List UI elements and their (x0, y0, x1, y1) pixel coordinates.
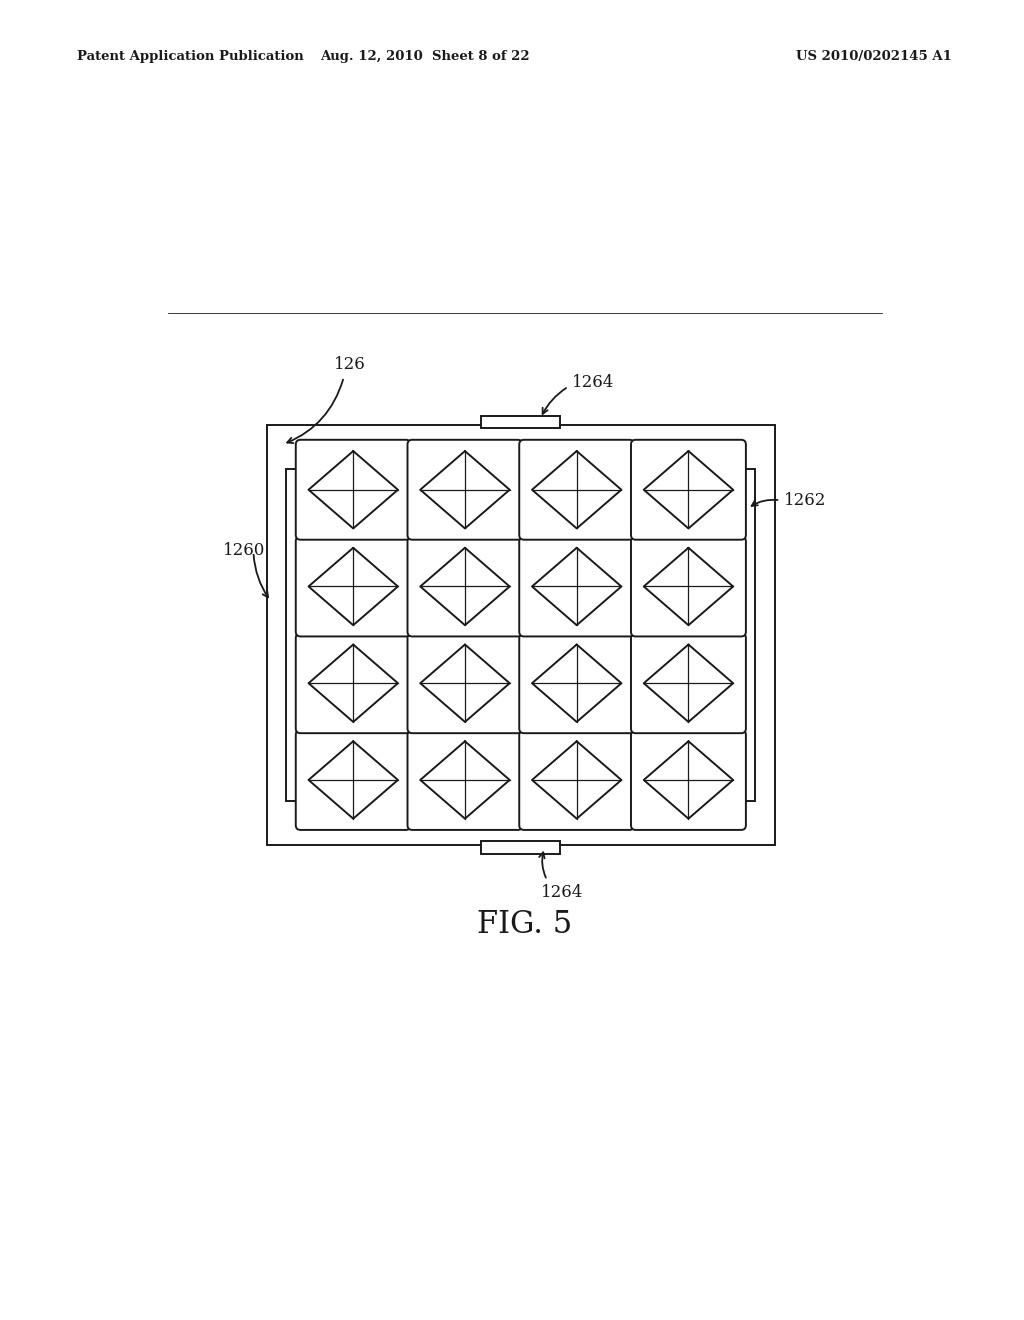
Bar (481, 416, 560, 428)
FancyBboxPatch shape (408, 440, 522, 540)
Text: 1262: 1262 (784, 492, 826, 508)
Bar (267, 425, 775, 845)
Text: Aug. 12, 2010  Sheet 8 of 22: Aug. 12, 2010 Sheet 8 of 22 (321, 50, 529, 63)
FancyBboxPatch shape (296, 536, 411, 636)
FancyBboxPatch shape (408, 536, 522, 636)
Text: Patent Application Publication: Patent Application Publication (77, 50, 303, 63)
Bar (481, 841, 560, 854)
FancyBboxPatch shape (631, 730, 745, 830)
Bar (744, 469, 756, 801)
Text: 126: 126 (334, 356, 367, 374)
FancyBboxPatch shape (519, 634, 634, 733)
FancyBboxPatch shape (296, 634, 411, 733)
FancyBboxPatch shape (631, 440, 745, 540)
FancyBboxPatch shape (408, 730, 522, 830)
FancyBboxPatch shape (296, 440, 411, 540)
FancyBboxPatch shape (519, 730, 634, 830)
Text: 1260: 1260 (223, 543, 265, 560)
FancyBboxPatch shape (408, 634, 522, 733)
Text: FIG. 5: FIG. 5 (477, 909, 572, 940)
Text: 1264: 1264 (572, 374, 614, 391)
FancyBboxPatch shape (519, 440, 634, 540)
FancyBboxPatch shape (296, 730, 411, 830)
Text: 1264: 1264 (541, 884, 583, 902)
FancyBboxPatch shape (631, 634, 745, 733)
Text: US 2010/0202145 A1: US 2010/0202145 A1 (797, 50, 952, 63)
FancyBboxPatch shape (631, 536, 745, 636)
Bar (286, 469, 297, 801)
FancyBboxPatch shape (519, 536, 634, 636)
